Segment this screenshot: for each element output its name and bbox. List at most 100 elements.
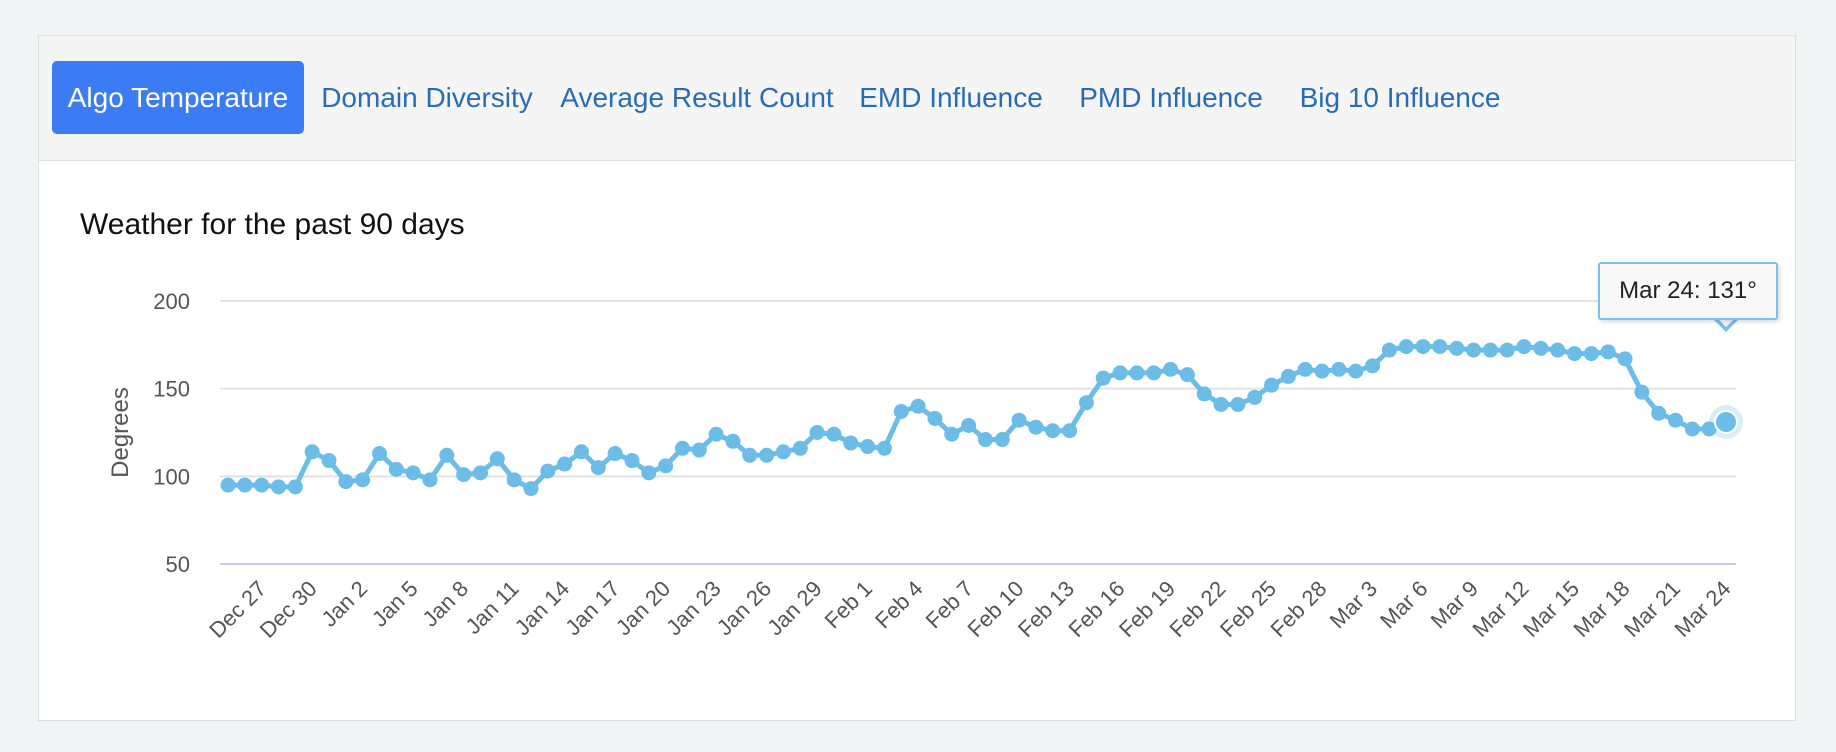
- data-point: [1095, 370, 1111, 386]
- data-point: [422, 472, 438, 488]
- series-line: [228, 344, 1727, 492]
- data-point: [270, 479, 286, 495]
- tab-emd-influence[interactable]: EMD Influence: [859, 81, 1043, 113]
- x-tick-label: Feb 13: [1013, 576, 1079, 642]
- data-point: [725, 433, 741, 449]
- data-point: [1028, 419, 1044, 435]
- data-point: [1701, 421, 1717, 437]
- data-point: [742, 447, 758, 463]
- tab-average-result-count[interactable]: Average Result Count: [560, 81, 834, 113]
- data-point: [1163, 361, 1179, 377]
- data-point: [1482, 342, 1498, 358]
- chart-card: Algo Temperature Domain Diversity Averag…: [38, 35, 1796, 721]
- data-point: [1398, 339, 1414, 355]
- data-point: [237, 477, 253, 493]
- data-point: [674, 440, 690, 456]
- x-tick-label: Jan 20: [611, 576, 675, 640]
- data-point: [961, 417, 977, 433]
- chart-tooltip: Mar 24: 131°: [1598, 262, 1778, 320]
- x-tick-label: Feb 28: [1265, 576, 1331, 642]
- x-tick-label: Jan 29: [762, 576, 826, 640]
- data-point: [1062, 423, 1078, 439]
- tooltip-arrow-inner: [1717, 318, 1735, 327]
- data-point: [1280, 368, 1296, 384]
- x-tick-label: Mar 21: [1619, 576, 1685, 642]
- data-point: [944, 426, 960, 442]
- data-point: [1213, 396, 1229, 412]
- data-point: [759, 447, 775, 463]
- data-point: [439, 447, 455, 463]
- data-point: [1651, 405, 1667, 421]
- data-point: [523, 481, 539, 497]
- data-point: [1583, 346, 1599, 362]
- data-point: [388, 461, 404, 477]
- data-point: [405, 465, 421, 481]
- data-point: [321, 453, 337, 469]
- y-axis-label: Degrees: [107, 387, 134, 478]
- data-point: [775, 444, 791, 460]
- data-point: [843, 435, 859, 451]
- x-tick-label: Jan 17: [560, 576, 624, 640]
- data-point: [1314, 363, 1330, 379]
- data-point: [1617, 351, 1633, 367]
- data-point: [860, 439, 876, 455]
- data-point: [977, 432, 993, 448]
- data-point: [1668, 412, 1684, 428]
- tab-big-10-influence[interactable]: Big 10 Influence: [1299, 81, 1501, 113]
- data-point: [287, 479, 303, 495]
- x-tick-label: Feb 4: [870, 576, 927, 633]
- tab-algo-temperature[interactable]: Algo Temperature: [52, 61, 304, 134]
- tab-pmd-influence[interactable]: PMD Influence: [1079, 81, 1263, 113]
- x-tick-label: Jan 23: [661, 576, 725, 640]
- x-tick-label: Dec 30: [255, 576, 322, 643]
- data-point: [1112, 365, 1128, 381]
- data-point: [1415, 339, 1431, 355]
- data-point: [1600, 344, 1616, 360]
- data-point: [472, 465, 488, 481]
- data-point: [910, 398, 926, 414]
- x-tick-label: Mar 12: [1467, 576, 1533, 642]
- data-point: [994, 432, 1010, 448]
- data-point: [1533, 340, 1549, 356]
- data-point: [1146, 365, 1162, 381]
- data-point: [254, 477, 270, 493]
- x-tick-label: Jan 5: [367, 576, 423, 632]
- data-point: [658, 458, 674, 474]
- y-tick-label: 100: [153, 464, 190, 489]
- data-point: [1129, 365, 1145, 381]
- data-point: [1432, 339, 1448, 355]
- x-tick-label: Feb 19: [1114, 576, 1180, 642]
- data-point: [1297, 361, 1313, 377]
- data-point: [1499, 342, 1515, 358]
- data-point: [1567, 346, 1583, 362]
- data-point: [809, 425, 825, 440]
- data-point: [1365, 358, 1381, 374]
- y-tick-label: 50: [166, 552, 190, 577]
- data-point: [826, 426, 842, 442]
- data-point: [557, 456, 573, 472]
- x-tick-label: Jan 26: [712, 576, 776, 640]
- data-point: [1516, 339, 1532, 355]
- data-point: [1247, 389, 1263, 405]
- tab-domain-diversity[interactable]: Domain Diversity: [321, 81, 533, 113]
- x-tick-label: Mar 15: [1518, 576, 1584, 642]
- data-point: [220, 477, 236, 493]
- data-point: [691, 442, 707, 458]
- data-point: [355, 472, 371, 488]
- data-point: [1045, 423, 1061, 439]
- data-point: [1331, 361, 1347, 377]
- chart-title: Weather for the past 90 days: [80, 208, 465, 241]
- data-point: [624, 453, 640, 469]
- data-point: [708, 426, 724, 442]
- x-tick-label: Mar 18: [1568, 576, 1634, 642]
- y-tick-label: 200: [153, 289, 190, 314]
- data-point: [573, 444, 589, 460]
- tab-bar: Algo Temperature Domain Diversity Averag…: [39, 36, 1795, 161]
- data-point: [1078, 395, 1094, 411]
- data-point: [590, 460, 606, 476]
- data-point: [1466, 342, 1482, 358]
- data-point: [1264, 377, 1280, 393]
- data-point-highlighted: [1714, 409, 1738, 434]
- data-point: [489, 451, 505, 467]
- data-point: [1196, 386, 1212, 402]
